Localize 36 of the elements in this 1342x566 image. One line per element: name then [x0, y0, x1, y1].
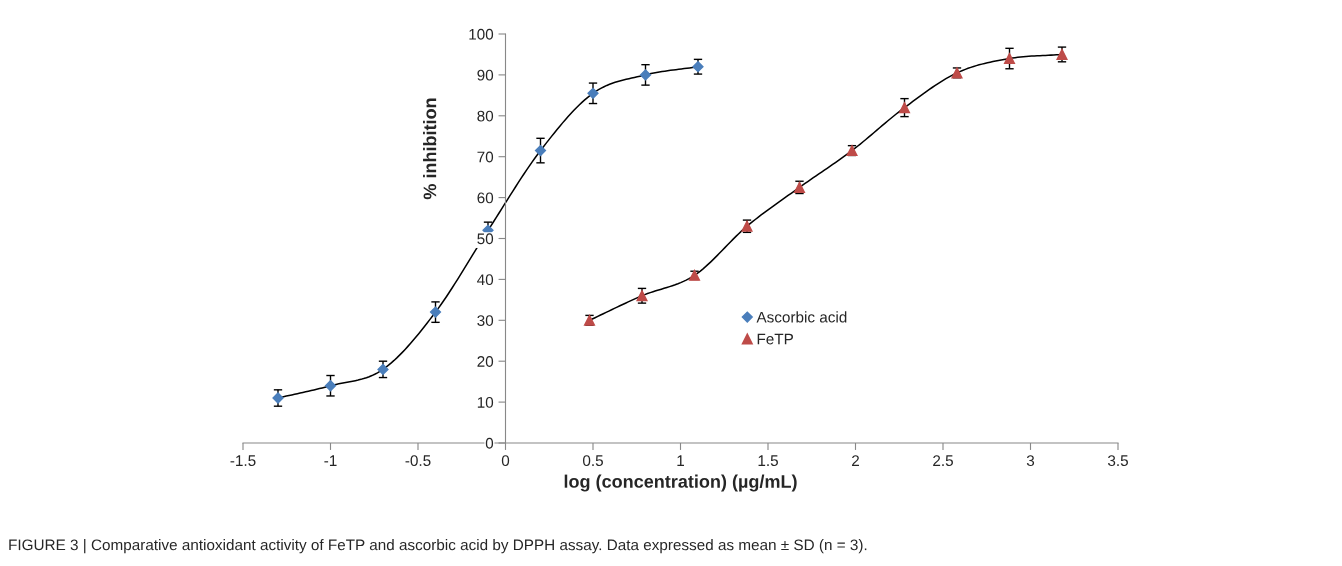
y-axis-title: % inhibition	[423, 98, 437, 200]
legend-label: FeTP	[757, 333, 794, 345]
x-tick-label: 3	[1026, 455, 1035, 467]
y-tick-label: 80	[477, 110, 494, 122]
y-tick-label: 50	[477, 233, 494, 245]
y-tick-label: 30	[477, 315, 494, 326]
x-tick-label: 1	[677, 455, 684, 466]
x-tick-label: 2	[852, 455, 859, 466]
point	[688, 269, 701, 281]
y-tick-label: 70	[477, 151, 494, 163]
y-tick-label: 100	[469, 28, 494, 40]
x-tick-label: 2.5	[933, 455, 953, 467]
y-tick-label: 0	[485, 437, 494, 449]
y-tick-label: 90	[477, 69, 494, 81]
point	[587, 87, 599, 99]
x-tick-label: -0.5	[405, 455, 431, 467]
x-tick-label: 1.5	[758, 455, 778, 467]
y-tick-label: 40	[477, 274, 494, 286]
x-tick-label: -1.5	[230, 455, 256, 467]
x-tick-label: 3.5	[1107, 455, 1128, 467]
point	[429, 306, 442, 318]
x-tick-label: 0	[501, 455, 510, 467]
x-tick-label: 0.5	[582, 455, 603, 467]
caption: FIGURE 3 | Comparative antioxidant activity of FeTP and ascorbic acid by DPPH assay. Data expressed as mean ± SD (n = 3).	[9, 539, 867, 554]
point	[898, 102, 911, 114]
point	[639, 69, 652, 81]
y-tick-label: 20	[477, 356, 494, 367]
legend-label: Ascorbic acid	[756, 311, 847, 323]
y-tick-label: 10	[477, 396, 494, 408]
point	[324, 380, 337, 392]
point	[1003, 52, 1016, 65]
x-axis-title: log (concentration) (µg/mL)	[564, 474, 797, 492]
y-tick-label: 60	[477, 192, 494, 204]
x-tick-label: -1	[324, 455, 337, 466]
point	[534, 144, 547, 157]
point	[377, 363, 389, 375]
